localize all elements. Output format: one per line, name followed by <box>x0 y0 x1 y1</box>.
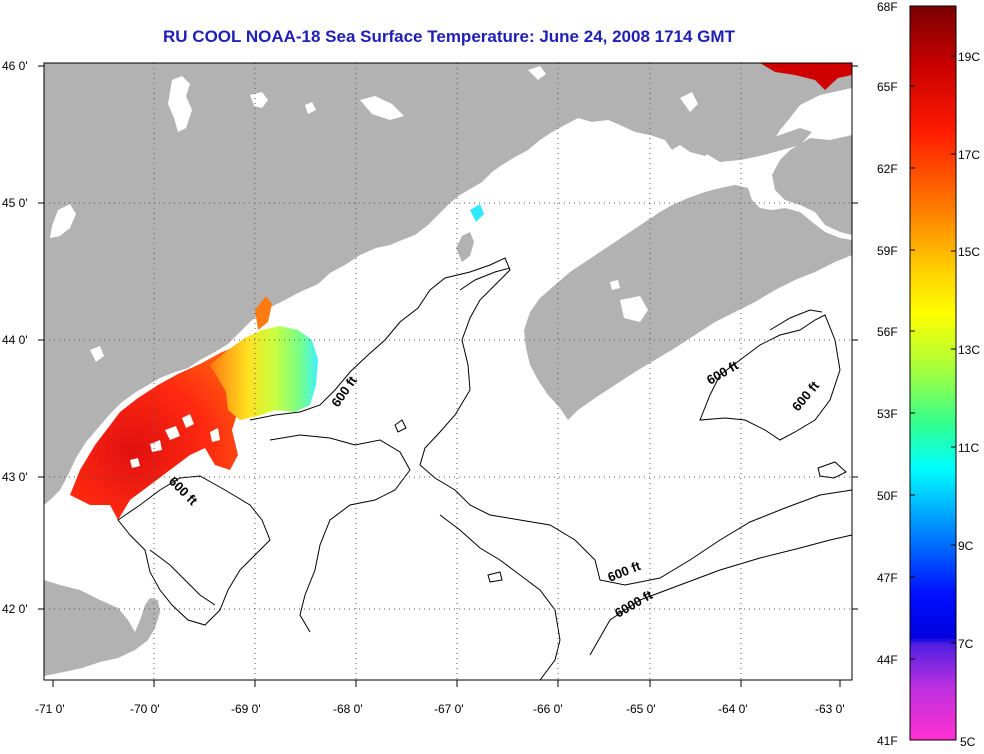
lat-axis <box>38 65 858 610</box>
cb-c-17: 17C <box>958 148 980 162</box>
lon-label-68: -68 0' <box>333 702 363 716</box>
cb-f-50: 50F <box>877 489 898 503</box>
grand-manan-land <box>456 232 474 262</box>
colorbar-ticks <box>910 55 956 660</box>
cb-f-65: 65F <box>877 80 898 94</box>
colorbar-c-labels: 19C 17C 15C 13C 11C 9C 7C 5C <box>958 50 980 749</box>
mainland-land <box>44 63 852 505</box>
cb-c-7: 7C <box>958 637 974 651</box>
cb-f-62: 62F <box>877 162 898 176</box>
lon-label-64: -64 0' <box>718 702 748 716</box>
lat-label-44: 44 0' <box>2 333 28 347</box>
cb-f-59: 59F <box>877 244 898 258</box>
cape-breton-land <box>772 135 852 235</box>
map-frame <box>43 62 853 681</box>
sst-mid-region <box>210 326 318 420</box>
cloud-specks <box>130 414 220 468</box>
colorbar-f-labels: 68F 65F 62F 59F 56F 53F 50F 47F 44F 41F <box>877 0 898 748</box>
cb-c-13: 13C <box>958 343 980 357</box>
lon-label-69: -69 0' <box>231 702 261 716</box>
cb-c-9: 9C <box>958 539 974 553</box>
lon-label-66: -66 0' <box>533 702 563 716</box>
lat-label-46: 46 0' <box>2 59 28 73</box>
pei-land <box>700 128 812 162</box>
cb-f-44: 44F <box>877 653 898 667</box>
lon-label-63: -63 0' <box>815 702 845 716</box>
lat-label-43: 43 0' <box>2 470 28 484</box>
sst-ne-warm <box>760 63 852 90</box>
lat-label-42: 42 0' <box>2 602 28 616</box>
cb-c-5: 5C <box>960 735 976 749</box>
lon-label-70: -70 0' <box>130 702 160 716</box>
sst-orange-strip <box>255 296 272 330</box>
cb-c-15: 15C <box>958 245 980 259</box>
cb-f-68: 68F <box>877 0 898 14</box>
cb-f-56: 56F <box>877 325 898 339</box>
sst-cool-patch <box>470 204 484 222</box>
massachusetts-land <box>44 580 160 676</box>
cb-c-11: 11C <box>958 441 979 455</box>
lon-label-67: -67 0' <box>434 702 464 716</box>
cb-f-53: 53F <box>877 407 898 421</box>
nova-scotia-land <box>524 185 852 420</box>
map-title: RU COOL NOAA-18 Sea Surface Temperature:… <box>163 27 735 46</box>
cb-c-19: 19C <box>958 50 980 64</box>
lat-label-45: 45 0' <box>2 196 28 210</box>
lon-label-71: -71 0' <box>35 702 65 716</box>
lon-axis <box>52 680 841 687</box>
cb-f-47: 47F <box>877 571 898 585</box>
colorbar <box>909 5 957 741</box>
lon-label-65: -65 0' <box>626 702 656 716</box>
cb-f-41: 41F <box>877 734 898 748</box>
